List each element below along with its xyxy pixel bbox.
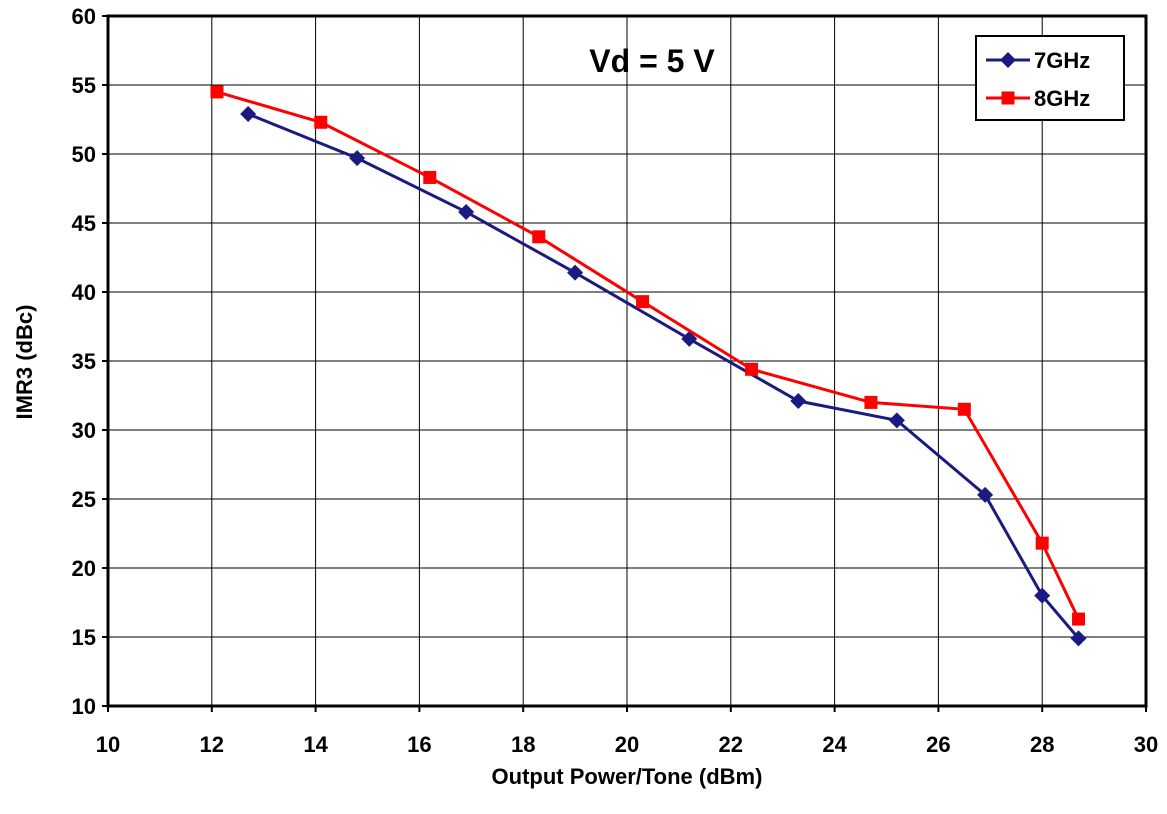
data-point-8ghz (636, 295, 650, 309)
series-layer (210, 85, 1087, 647)
y-tick-label: 15 (72, 625, 96, 650)
x-axis-ticks: 10 12 14 16 18 20 22 24 26 28 30 (96, 706, 1158, 757)
x-tick-label: 30 (1134, 732, 1158, 757)
legend: 7GHz 8GHz (975, 35, 1125, 121)
data-point-8ghz (1072, 612, 1086, 626)
legend-label: 8GHz (1034, 86, 1090, 111)
data-point-8ghz (864, 395, 878, 409)
y-tick-label: 40 (72, 280, 96, 305)
data-point-7ghz (349, 150, 366, 167)
data-point-7ghz (888, 412, 905, 429)
data-point-7ghz (240, 105, 257, 122)
legend-swatch-marker (1001, 91, 1015, 105)
data-point-7ghz (458, 203, 475, 220)
y-tick-label: 10 (72, 694, 96, 719)
x-tick-label: 18 (511, 732, 535, 757)
legend-item-8ghz: 8GHz (986, 86, 1090, 111)
series-8ghz (210, 85, 1086, 626)
data-point-7ghz (1034, 587, 1051, 604)
data-point-7ghz (681, 330, 698, 347)
y-tick-label: 50 (72, 142, 96, 167)
x-tick-label: 14 (303, 732, 328, 757)
x-axis-title: Output Power/Tone (dBm) (492, 764, 763, 789)
data-point-8ghz (210, 85, 224, 99)
annotation-vd: Vd = 5 V (589, 43, 715, 79)
legend-swatch-marker (1000, 52, 1016, 68)
data-point-7ghz (567, 264, 584, 281)
x-tick-label: 20 (615, 732, 639, 757)
data-point-8ghz (532, 230, 546, 244)
x-tick-label: 16 (407, 732, 431, 757)
data-point-8ghz (1035, 536, 1049, 550)
y-axis-ticks: 10 15 20 25 30 35 40 45 50 55 60 (72, 4, 108, 719)
series-7ghz (240, 105, 1087, 647)
y-tick-label: 25 (72, 487, 96, 512)
data-point-7ghz (977, 486, 994, 503)
x-tick-label: 12 (200, 732, 224, 757)
series-line-7ghz (247, 112, 1080, 640)
data-point-7ghz (790, 393, 807, 410)
x-tick-label: 28 (1030, 732, 1054, 757)
legend-box (975, 35, 1125, 121)
y-axis-title: IMR3 (dBc) (12, 305, 37, 420)
data-point-8ghz (957, 402, 971, 416)
series-line-8ghz (216, 90, 1080, 620)
y-tick-label: 60 (72, 4, 96, 29)
x-tick-label: 22 (719, 732, 743, 757)
y-tick-label: 20 (72, 556, 96, 581)
y-tick-label: 30 (72, 418, 96, 443)
data-point-8ghz (423, 170, 437, 184)
y-tick-label: 55 (72, 73, 96, 98)
x-tick-label: 24 (822, 732, 847, 757)
legend-item-7ghz: 7GHz (986, 48, 1090, 73)
y-tick-label: 45 (72, 211, 96, 236)
data-point-8ghz (745, 362, 759, 376)
x-tick-label: 10 (96, 732, 120, 757)
data-point-7ghz (1070, 630, 1087, 647)
x-tick-label: 26 (926, 732, 950, 757)
legend-label: 7GHz (1034, 48, 1090, 73)
data-point-8ghz (314, 115, 328, 129)
y-tick-label: 35 (72, 349, 96, 374)
